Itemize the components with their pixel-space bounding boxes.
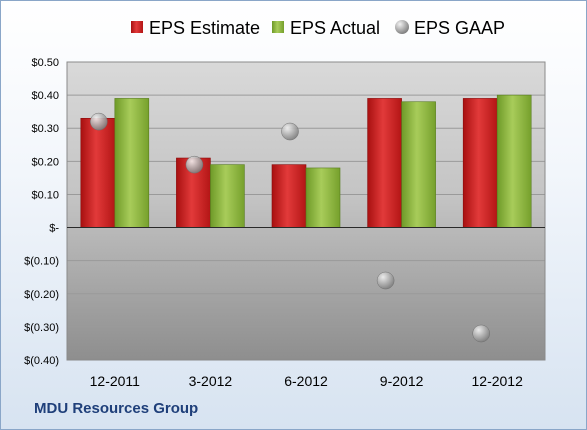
point-eps-gaap [281, 122, 299, 141]
legend-swatch-eps-estimate [131, 21, 143, 33]
y-tick-label: $(0.20) [24, 289, 59, 301]
point-eps-gaap [472, 324, 490, 343]
bar-eps-actual [496, 94, 532, 228]
y-tick-label: $0.20 [31, 156, 59, 168]
legend-label-eps-gaap: EPS GAAP [414, 18, 505, 38]
y-tick-label: $(0.40) [24, 355, 59, 367]
y-tick-label: $0.50 [31, 57, 59, 69]
x-tick-label: 12-2012 [472, 373, 524, 389]
x-axis: 12-2011 3-2012 6-2012 9-2012 12-2012 [90, 373, 523, 389]
y-axis: $0.50 $0.40 $0.30 $0.20 $0.10 $- $(0.10) $(0.20… [24, 57, 59, 367]
y-tick-label: $0.30 [31, 123, 59, 135]
legend: EPS Estimate EPS Actual EPS GAAP [131, 18, 505, 38]
bar-eps-actual [210, 164, 245, 228]
x-tick-label: 3-2012 [189, 373, 233, 389]
y-tick-label: $(0.30) [24, 322, 59, 334]
x-tick-label: 6-2012 [284, 373, 328, 389]
x-tick-label: 9-2012 [380, 373, 424, 389]
legend-marker-eps-gaap [395, 20, 409, 34]
point-eps-gaap [90, 112, 108, 131]
legend-label-eps-actual: EPS Actual [290, 18, 380, 38]
bar-eps-estimate [80, 117, 116, 228]
bar-eps-estimate [271, 164, 307, 228]
bar-eps-actual [401, 101, 436, 228]
plot-border [66, 61, 546, 361]
bar-eps-actual [305, 167, 341, 228]
y-tick-label: $0.10 [31, 189, 59, 201]
x-tick-label: 12-2011 [90, 373, 141, 389]
y-tick-label: $(0.10) [24, 256, 59, 268]
bar-eps-estimate [462, 98, 498, 228]
y-tick-label: $- [49, 223, 59, 235]
legend-label-eps-estimate: EPS Estimate [149, 18, 260, 38]
company-name: MDU Resources Group [34, 400, 199, 417]
legend-swatch-eps-actual [272, 21, 284, 33]
bar-eps-actual [114, 98, 150, 228]
gaap-points [90, 112, 490, 343]
y-tick-label: $0.40 [31, 90, 59, 102]
point-eps-gaap [185, 155, 204, 174]
point-eps-gaap [376, 271, 395, 290]
bar-eps-estimate [367, 98, 402, 228]
